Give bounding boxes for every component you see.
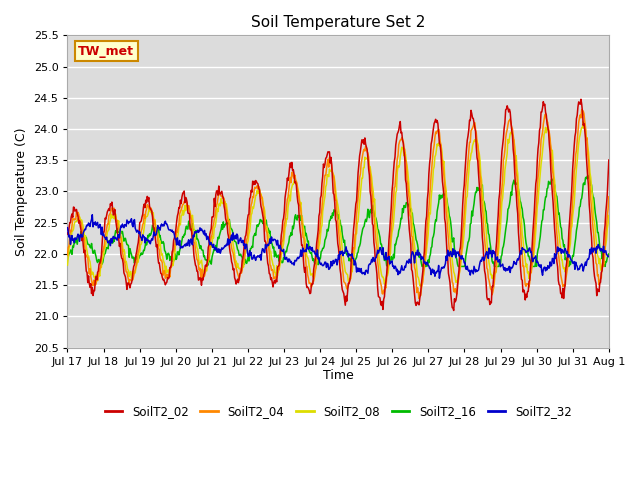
Y-axis label: Soil Temperature (C): Soil Temperature (C)	[15, 127, 28, 256]
SoilT2_16	[129, 254, 137, 260]
SoilT2_32	[63, 225, 71, 230]
SoilT2_08	[129, 268, 137, 274]
SoilT2_08	[63, 262, 71, 268]
SoilT2_02	[577, 96, 585, 102]
SoilT2_02	[404, 202, 412, 207]
SoilT2_08	[74, 217, 81, 223]
SoilT2_02	[63, 230, 71, 236]
Text: TW_met: TW_met	[78, 45, 134, 58]
SoilT2_08	[184, 204, 192, 210]
SoilT2_04	[420, 265, 428, 271]
SoilT2_02	[74, 211, 81, 216]
SoilT2_04	[129, 276, 137, 282]
SoilT2_32	[88, 212, 96, 217]
SoilT2_04	[605, 194, 612, 200]
SoilT2_04	[63, 252, 71, 258]
SoilT2_08	[420, 261, 428, 266]
SoilT2_16	[184, 226, 192, 232]
Line: SoilT2_02: SoilT2_02	[67, 99, 609, 311]
SoilT2_08	[404, 169, 412, 175]
SoilT2_02	[184, 210, 192, 216]
SoilT2_32	[74, 234, 81, 240]
SoilT2_04	[184, 204, 192, 210]
Line: SoilT2_32: SoilT2_32	[67, 215, 609, 278]
SoilT2_32	[420, 260, 428, 266]
SoilT2_16	[404, 201, 412, 207]
SoilT2_08	[417, 284, 425, 289]
SoilT2_04	[404, 180, 412, 186]
SoilT2_16	[420, 263, 428, 268]
SoilT2_08	[605, 213, 612, 218]
Line: SoilT2_04: SoilT2_04	[67, 109, 609, 299]
SoilT2_02	[450, 308, 458, 313]
SoilT2_16	[212, 246, 220, 252]
SoilT2_16	[605, 251, 612, 257]
Line: SoilT2_16: SoilT2_16	[67, 175, 609, 266]
SoilT2_04	[74, 213, 81, 219]
SoilT2_02	[605, 157, 612, 163]
SoilT2_32	[605, 253, 612, 259]
SoilT2_16	[63, 252, 71, 257]
SoilT2_32	[130, 218, 138, 224]
SoilT2_04	[578, 107, 586, 112]
Title: Soil Temperature Set 2: Soil Temperature Set 2	[251, 15, 426, 30]
SoilT2_04	[415, 296, 423, 301]
SoilT2_02	[420, 255, 428, 261]
X-axis label: Time: Time	[323, 370, 353, 383]
SoilT2_08	[212, 214, 220, 219]
SoilT2_02	[129, 268, 137, 274]
SoilT2_16	[584, 172, 591, 178]
SoilT2_02	[212, 188, 220, 194]
SoilT2_32	[404, 260, 412, 266]
Line: SoilT2_08: SoilT2_08	[67, 121, 609, 287]
SoilT2_32	[185, 237, 193, 243]
SoilT2_32	[436, 276, 444, 281]
SoilT2_32	[214, 250, 221, 255]
SoilT2_08	[579, 118, 587, 124]
SoilT2_04	[212, 203, 220, 208]
SoilT2_16	[74, 241, 81, 247]
Legend: SoilT2_02, SoilT2_04, SoilT2_08, SoilT2_16, SoilT2_32: SoilT2_02, SoilT2_04, SoilT2_08, SoilT2_…	[100, 400, 576, 423]
SoilT2_16	[419, 264, 426, 269]
